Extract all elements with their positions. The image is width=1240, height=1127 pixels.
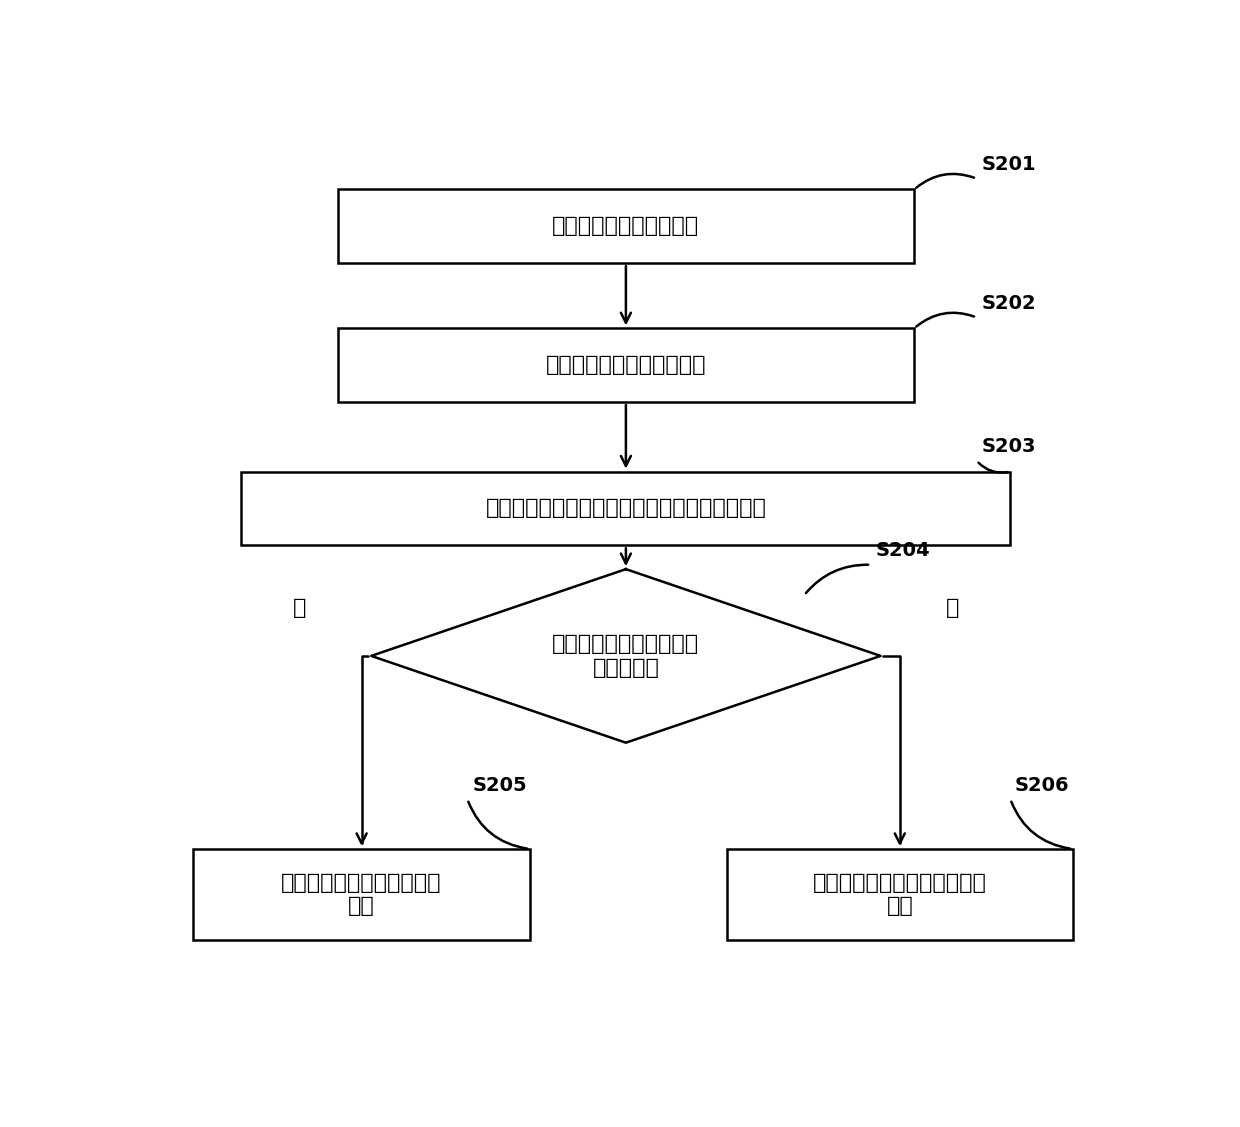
Text: 根据所述共振频率计算出所述覆铜板的介电常数: 根据所述共振频率计算出所述覆铜板的介电常数 (485, 498, 766, 518)
FancyArrowPatch shape (916, 174, 975, 188)
Text: 是: 是 (293, 598, 306, 619)
FancyArrowPatch shape (916, 313, 975, 327)
Text: S201: S201 (982, 156, 1037, 175)
Bar (727, 849, 1073, 940)
Bar (337, 328, 914, 402)
FancyArrowPatch shape (469, 801, 527, 849)
Bar (337, 189, 914, 264)
Text: S202: S202 (982, 294, 1037, 313)
Text: 测量覆铜板的长度和宽度: 测量覆铜板的长度和宽度 (552, 216, 699, 237)
Text: 确定所述覆铜板的介电常数
合格: 确定所述覆铜板的介电常数 合格 (281, 873, 441, 916)
Text: S204: S204 (875, 541, 930, 560)
Text: 否: 否 (946, 598, 960, 619)
Text: 确定所述覆铜板的介电常数不
合格: 确定所述覆铜板的介电常数不 合格 (813, 873, 987, 916)
Text: S205: S205 (472, 775, 527, 795)
Bar (193, 849, 529, 940)
FancyArrowPatch shape (1012, 801, 1070, 849)
Bar (242, 471, 1011, 545)
Text: S203: S203 (982, 437, 1035, 456)
Text: 获取所述覆铜板的共振频率: 获取所述覆铜板的共振频率 (546, 355, 706, 375)
Text: S206: S206 (1016, 775, 1070, 795)
Text: 判断所述介电常数是否在
预设范围内: 判断所述介电常数是否在 预设范围内 (552, 635, 699, 677)
Polygon shape (371, 569, 880, 743)
FancyArrowPatch shape (978, 463, 1008, 472)
FancyArrowPatch shape (806, 565, 868, 593)
